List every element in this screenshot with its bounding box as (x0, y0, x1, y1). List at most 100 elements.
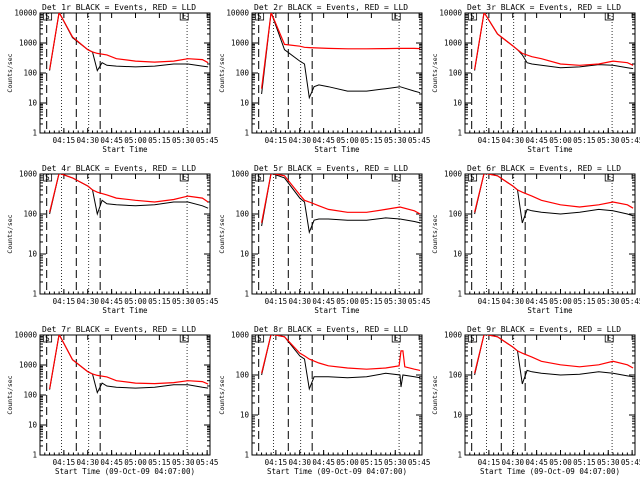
lld-series-line (49, 13, 209, 70)
x-tick-label: 04:15 (265, 458, 288, 467)
lld-series-line (261, 13, 421, 89)
lld-series-line (49, 335, 209, 390)
lld-series-line (474, 174, 634, 213)
y-tick-label: 1000 (231, 39, 250, 48)
y-tick-label: 1 (244, 290, 249, 299)
x-tick-label: 04:45 (100, 297, 123, 306)
plot-frame (251, 334, 423, 456)
plot-frame (464, 173, 636, 295)
start-marker: S (43, 12, 53, 21)
x-tick-label: 05:45 (408, 136, 431, 145)
y-tick-label: 10 (28, 250, 38, 259)
lld-series-line (474, 13, 634, 70)
x-tick-label: 05:15 (573, 297, 596, 306)
x-tick-label: 05:00 (336, 458, 359, 467)
x-tick-label: 04:30 (288, 297, 311, 306)
chart-title: Det 3r BLACK = Events, RED = LLD (467, 3, 621, 12)
y-tick-label: 1 (32, 290, 37, 299)
end-marker: E (179, 334, 189, 343)
x-tick-label: 05:30 (172, 136, 195, 145)
end-marker: E (604, 173, 614, 182)
x-tick-label: 05:30 (384, 136, 407, 145)
x-tick-label: 05:15 (360, 136, 383, 145)
x-tick-label: 04:30 (288, 136, 311, 145)
end-marker: E (391, 334, 401, 343)
chart-title: Det 5r BLACK = Events, RED = LLD (254, 164, 408, 173)
y-tick-label: 10000 (439, 9, 462, 18)
y-tick-label: 100 (448, 210, 462, 219)
y-tick-label: 100 (235, 69, 249, 78)
x-tick-label: 05:30 (597, 136, 620, 145)
y-tick-label: 100 (235, 371, 249, 380)
x-tick-label: 05:00 (336, 297, 359, 306)
start-marker-label: S (470, 334, 475, 343)
x-tick-label: 05:45 (408, 297, 431, 306)
x-tick-label: 04:30 (501, 297, 524, 306)
lld-series-line (261, 174, 421, 224)
x-axis-label: Start Time (09-Oct-09 04:07:00) (55, 467, 195, 476)
y-tick-label: 1 (457, 129, 462, 138)
lld-series-line (49, 174, 209, 213)
x-tick-label: 04:15 (53, 458, 76, 467)
x-axis-label: Start Time (102, 306, 148, 315)
x-tick-label: 04:30 (76, 136, 99, 145)
x-axis-label: Start Time (102, 145, 148, 154)
x-tick-label: 05:00 (336, 136, 359, 145)
x-tick-label: 04:15 (265, 136, 288, 145)
y-tick-label: 1000 (444, 39, 463, 48)
x-tick-label: 05:15 (573, 136, 596, 145)
series-group (474, 13, 634, 71)
plot-frame (464, 12, 636, 134)
x-tick-label: 05:15 (360, 297, 383, 306)
start-marker-label: S (470, 173, 475, 182)
y-tick-label: 1000 (444, 170, 463, 179)
y-axis-label: Counts/sec (6, 214, 14, 253)
events-series-line (49, 335, 209, 395)
x-tick-label: 05:30 (172, 297, 195, 306)
y-tick-label: 100 (23, 210, 37, 219)
chart-title: Det 6r BLACK = Events, RED = LLD (467, 164, 621, 173)
y-axis-label: Counts/sec (218, 214, 226, 253)
y-tick-label: 10000 (14, 9, 37, 18)
y-tick-label: 1 (457, 290, 462, 299)
end-marker: E (179, 173, 189, 182)
x-tick-label: 05:30 (384, 297, 407, 306)
x-tick-label: 04:45 (312, 458, 335, 467)
x-axis-label: Start Time (314, 306, 360, 315)
start-marker: S (468, 173, 478, 182)
end-marker-label: E (182, 173, 187, 182)
y-tick-label: 100 (23, 69, 37, 78)
chart-title: Det 2r BLACK = Events, RED = LLD (254, 3, 408, 12)
x-tick-label: 04:15 (265, 297, 288, 306)
x-tick-label: 05:45 (621, 136, 640, 145)
start-marker-label: S (45, 334, 50, 343)
y-axis-label: Counts/sec (6, 53, 14, 92)
series-group (49, 13, 209, 72)
y-tick-label: 1000 (231, 170, 250, 179)
series-group (474, 335, 634, 385)
x-tick-label: 04:30 (76, 297, 99, 306)
x-tick-label: 05:00 (124, 297, 147, 306)
x-tick-label: 05:45 (621, 458, 640, 467)
y-tick-label: 1000 (231, 331, 250, 340)
x-tick-label: 04:30 (76, 458, 99, 467)
start-marker-label: S (470, 12, 475, 21)
x-tick-label: 05:30 (597, 297, 620, 306)
end-marker-label: E (607, 12, 612, 21)
y-tick-label: 10 (28, 99, 38, 108)
y-axis-label: Counts/sec (431, 214, 439, 253)
x-tick-label: 05:45 (196, 136, 219, 145)
x-tick-label: 05:15 (360, 458, 383, 467)
series-group (261, 13, 421, 100)
start-marker: S (468, 12, 478, 21)
events-series-line (261, 174, 421, 235)
x-tick-label: 05:30 (597, 458, 620, 467)
series-group (474, 174, 634, 224)
y-tick-label: 10000 (14, 331, 37, 340)
end-marker-label: E (394, 173, 399, 182)
x-axis-label: Start Time (527, 306, 573, 315)
